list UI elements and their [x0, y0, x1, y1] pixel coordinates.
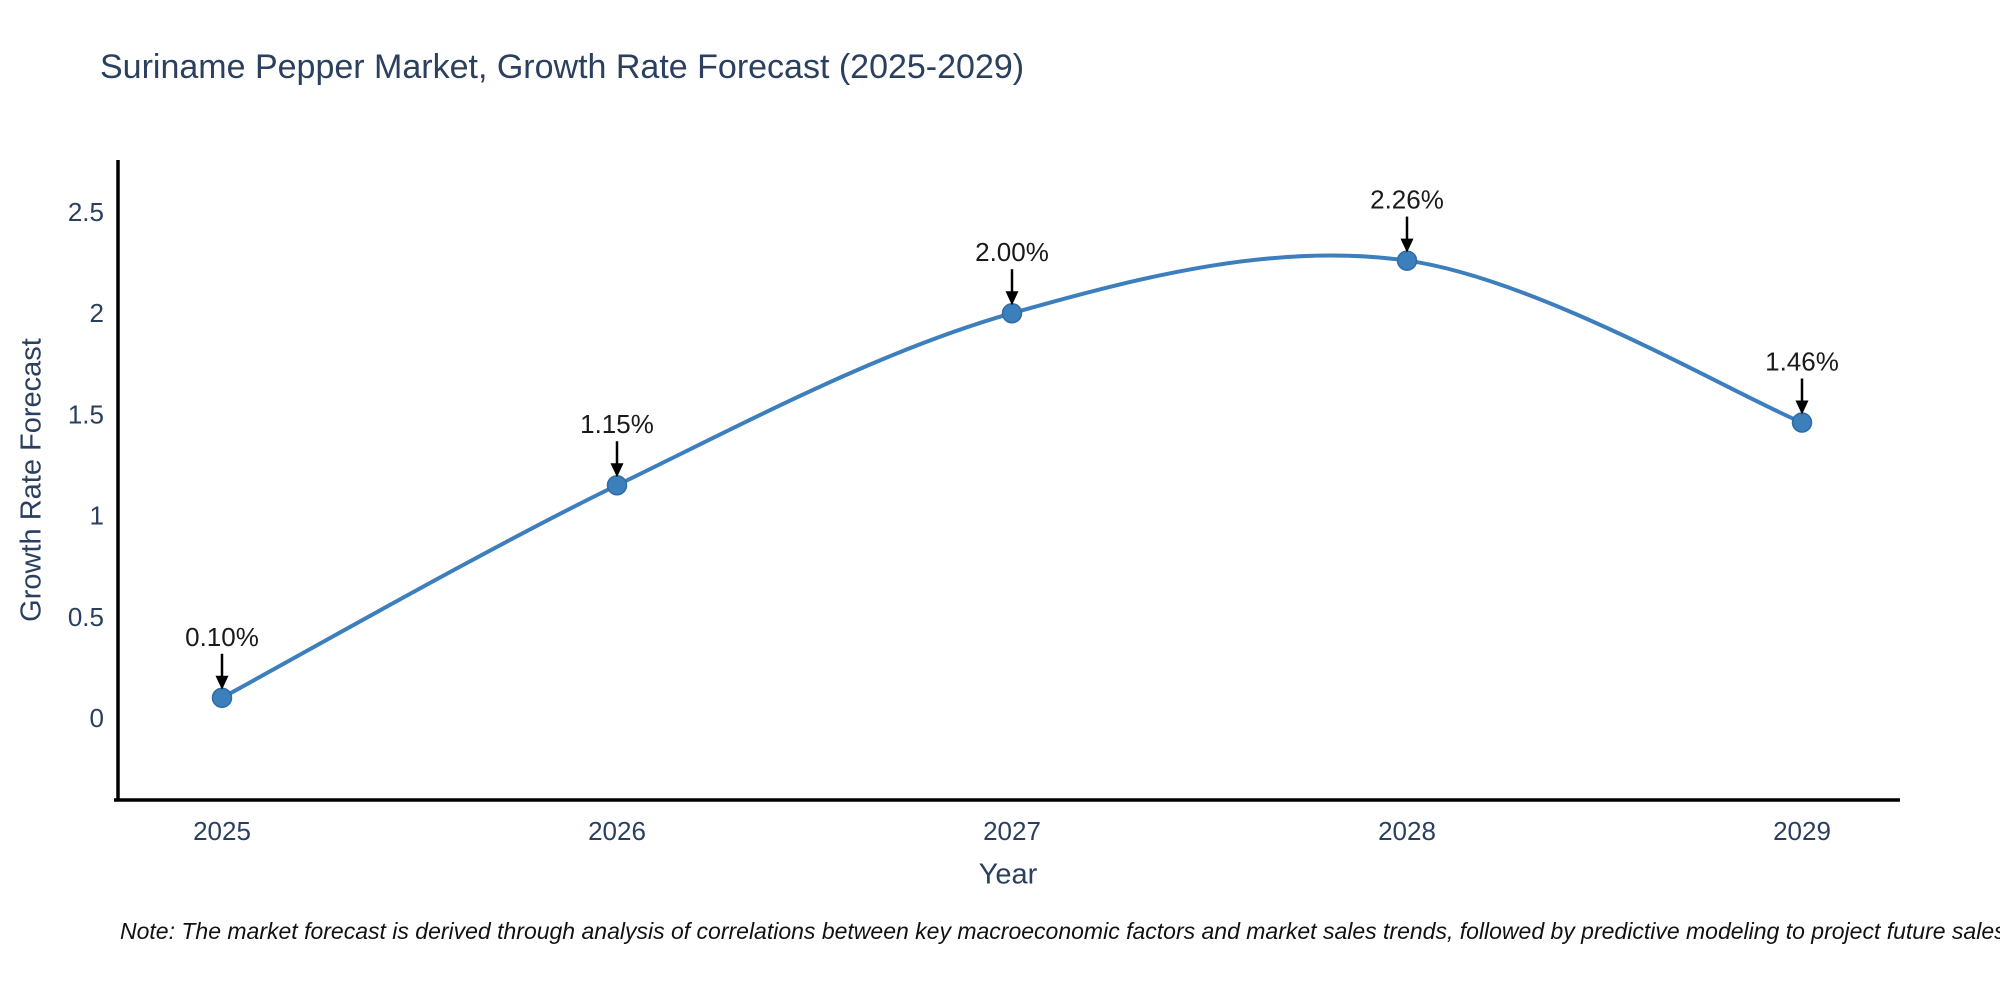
chart-title: Suriname Pepper Market, Growth Rate Fore…: [100, 48, 1025, 86]
y-tick-label: 2: [90, 298, 104, 328]
annotation-label: 1.15%: [580, 409, 654, 439]
annotation-label: 1.46%: [1765, 346, 1839, 376]
data-point: [211, 687, 233, 709]
annotation-arrowhead: [215, 675, 229, 690]
footnote: Note: The market forecast is derived thr…: [120, 918, 2000, 944]
annotation-arrowhead: [1400, 238, 1414, 253]
annotation-label: 2.00%: [975, 237, 1049, 267]
y-tick-label: 2.5: [68, 197, 104, 227]
x-tick-label: 2028: [1378, 816, 1436, 846]
y-tick-label: 1.5: [68, 399, 104, 429]
data-point: [1396, 250, 1418, 271]
x-axis-title: Year: [978, 858, 1038, 891]
x-tick-label: 2027: [983, 816, 1041, 846]
data-point: [1791, 412, 1813, 433]
y-tick-label: 0: [90, 703, 104, 733]
annotation-label: 2.26%: [1370, 185, 1444, 215]
annotation-label: 0.10%: [185, 622, 259, 652]
annotation-arrowhead: [1795, 400, 1809, 415]
annotation-arrowhead: [1005, 291, 1019, 306]
y-tick-label: 0.5: [68, 602, 104, 632]
data-point: [606, 474, 628, 496]
x-tick-label: 2026: [588, 816, 646, 846]
data-point: [1001, 302, 1023, 324]
y-tick-label: 1: [90, 501, 104, 531]
annotation-arrowhead: [610, 463, 624, 478]
x-tick-label: 2025: [193, 816, 251, 846]
x-tick-label: 2029: [1773, 816, 1831, 846]
